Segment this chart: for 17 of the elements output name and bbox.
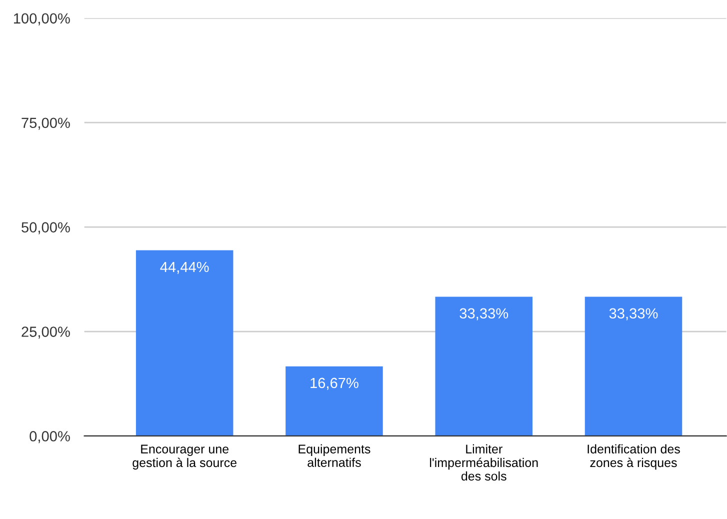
data-label: 33,33%	[460, 308, 508, 320]
x-tick-label: Equipements alternatifs	[298, 444, 370, 467]
data-label: 33,33%	[609, 308, 658, 320]
bar	[286, 366, 383, 436]
y-tick-label: 50,00%	[22, 222, 70, 234]
data-label: 16,67%	[310, 378, 358, 390]
bar	[435, 296, 532, 436]
y-tick-label: 100,00%	[14, 13, 70, 26]
y-tick-label: 75,00%	[22, 118, 70, 130]
x-tick-label: Identification des zones à risques	[588, 444, 680, 470]
y-tick-label: 25,00%	[22, 326, 70, 339]
data-label: 44,44%	[160, 262, 209, 274]
x-tick-label: Encourager une gestion à la source	[132, 444, 236, 470]
bar	[584, 296, 682, 436]
bar	[136, 250, 234, 436]
y-tick-label: 0,00%	[30, 431, 70, 444]
x-tick-label: Limiter l'imperméabilisation des sols	[430, 444, 538, 481]
